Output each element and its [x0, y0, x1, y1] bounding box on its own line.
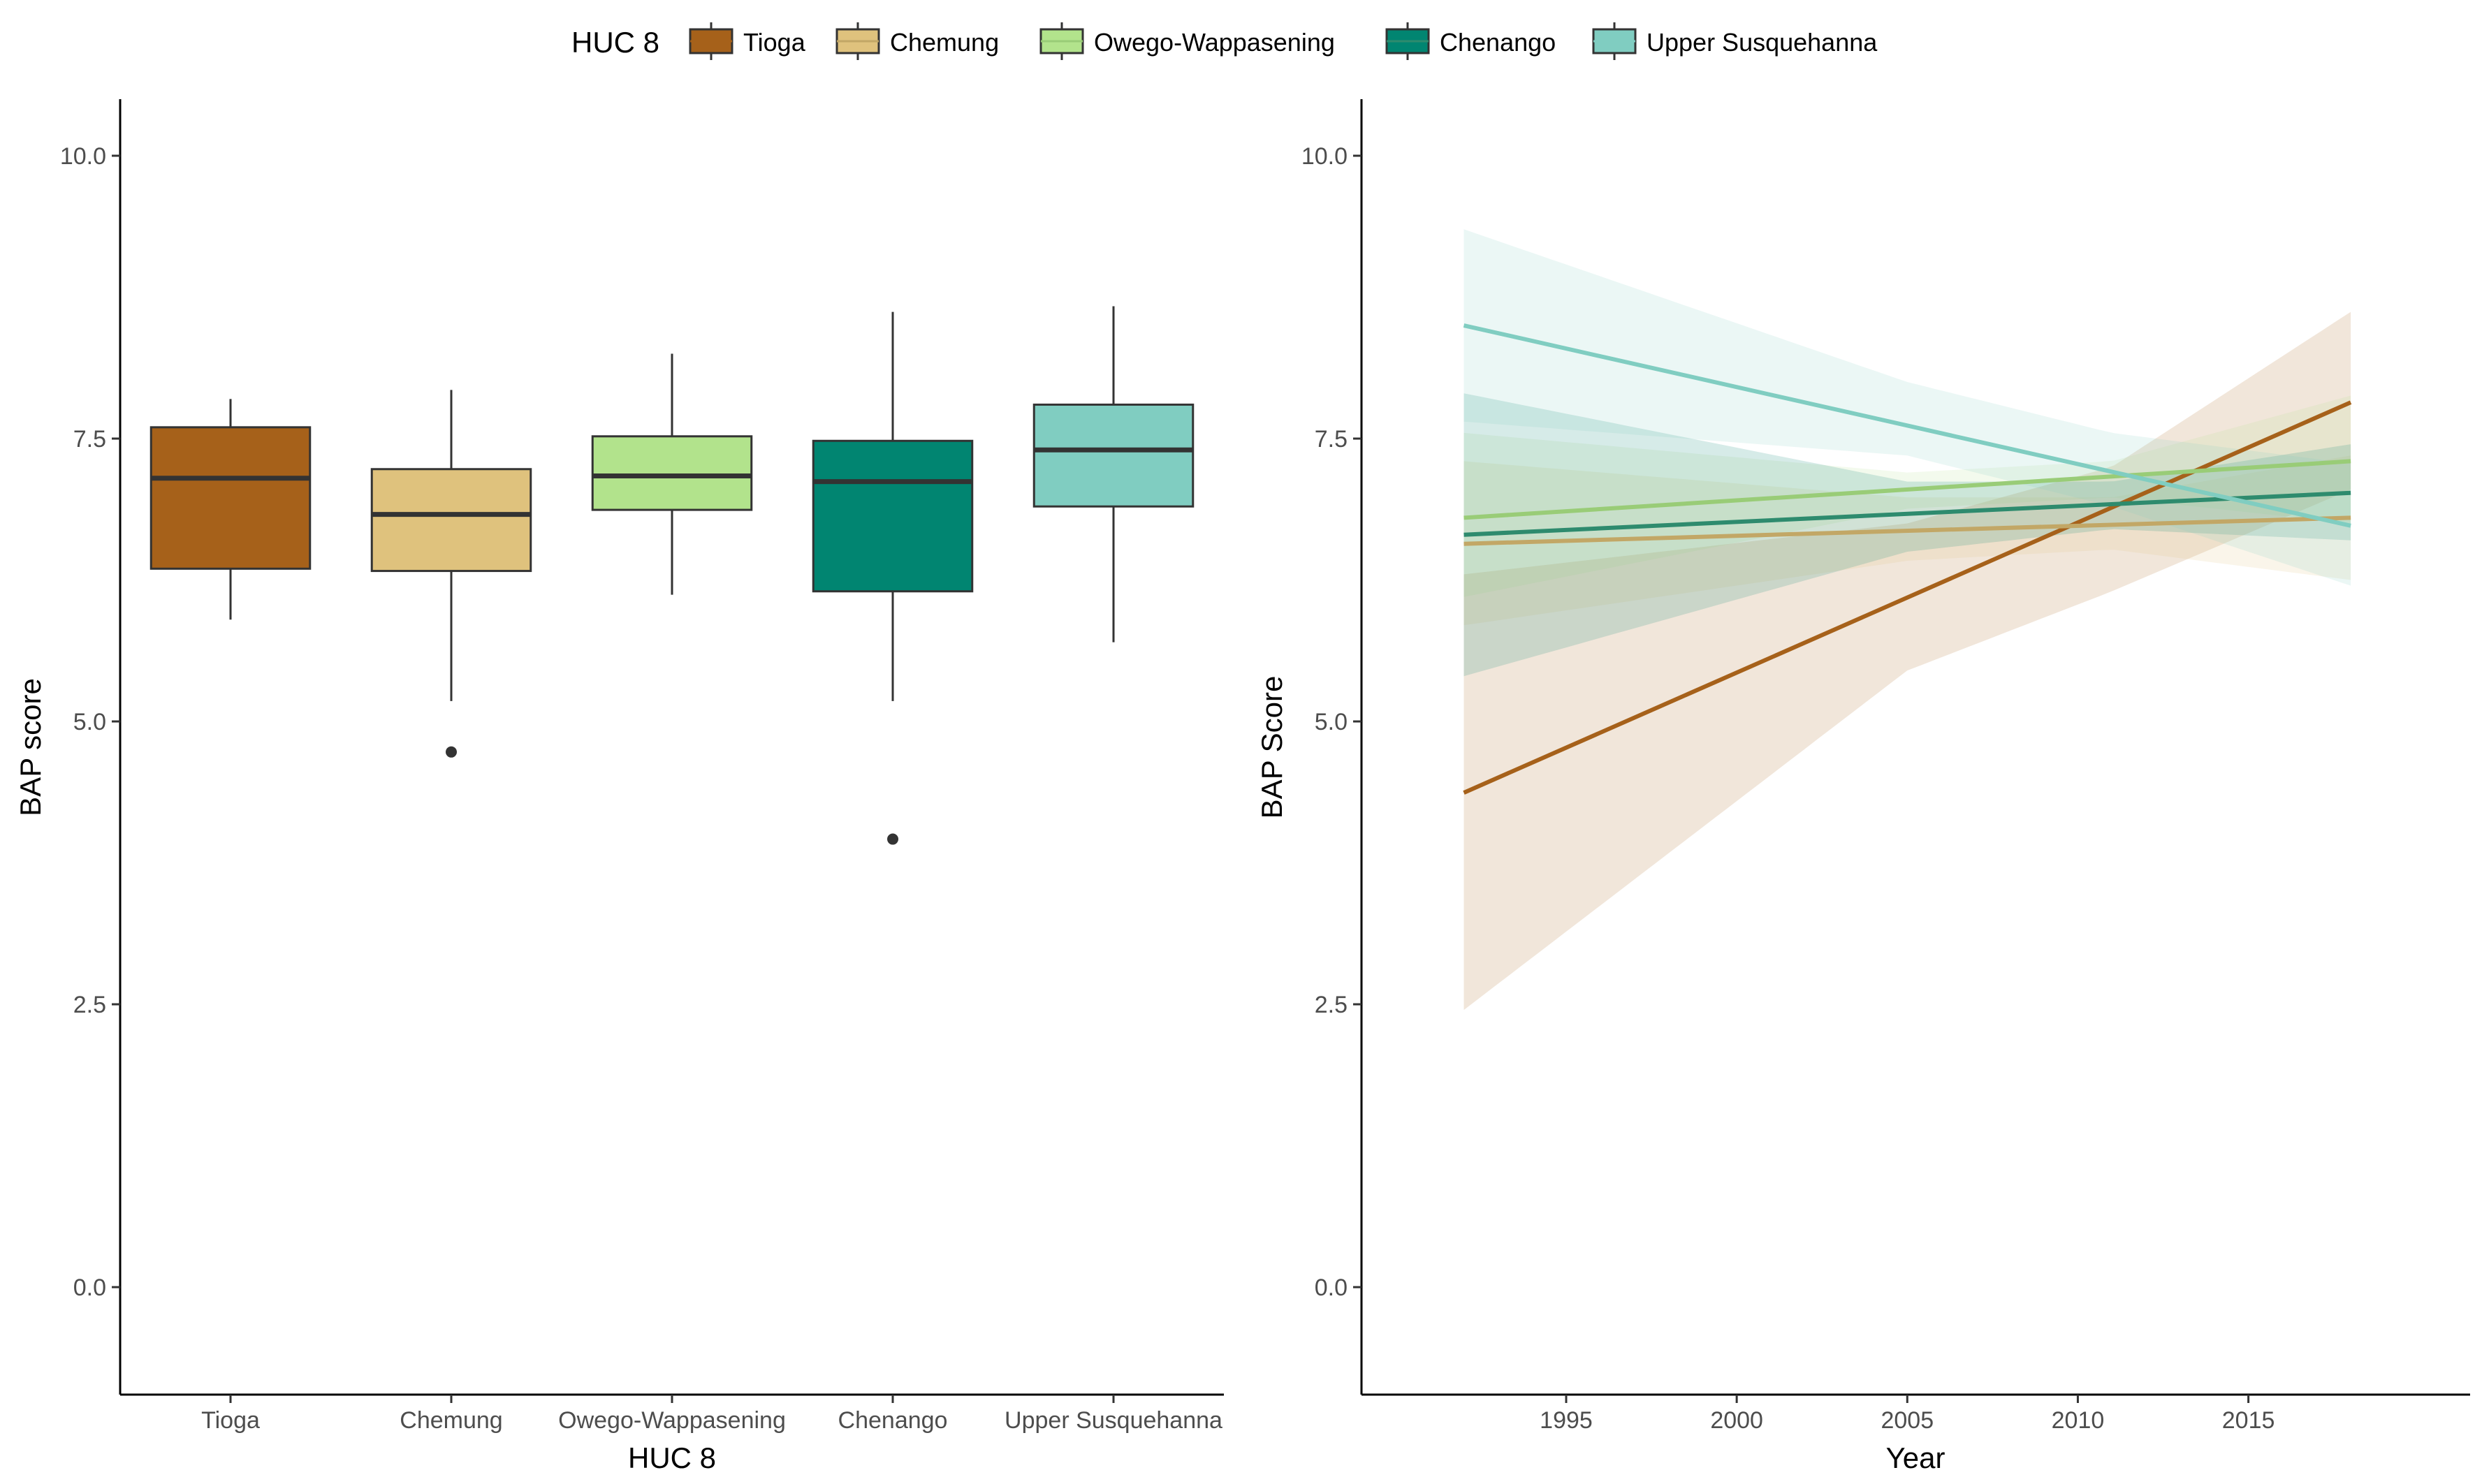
y-tick-label: 10.0	[60, 143, 106, 170]
y-tick-label: 5.0	[73, 709, 106, 735]
box-iqr	[812, 439, 974, 593]
legend-item-tioga: Tioga	[689, 22, 806, 60]
box-plot-panel: 0.0 2.5 5.0 7.5 10.0 Tioga Chemung Owego-Wappa…	[14, 99, 1224, 1474]
y-axis-ticks: 0.0 2.5 5.0 7.5 10.0	[1301, 143, 1361, 1301]
x-tick-label: Chemung	[400, 1407, 502, 1434]
legend-label: Chenango	[1440, 28, 1556, 57]
fit-line-upper-susquehanna	[1463, 323, 2351, 528]
fit-line-chemung	[1463, 515, 2351, 546]
confidence-bands	[1463, 229, 2351, 1011]
legend: HUC 8 Tioga Chemung Owego-Wappasening Chena…	[571, 22, 1878, 60]
x-tick-label: Owego-Wappasening	[558, 1407, 786, 1434]
y-axis-title: BAP Score	[1255, 676, 1288, 819]
y-tick-label: 2.5	[1315, 992, 1348, 1018]
ci-band-upper-susquehanna	[1463, 229, 2351, 586]
trend-plot-panel: 0.0 2.5 5.0 7.5 10.0 1995 2000 2005 2010 2015 Ye…	[1255, 99, 2470, 1474]
box-chemung	[370, 390, 532, 758]
box-plot-marks	[149, 306, 1195, 845]
legend-title: HUC 8	[571, 26, 659, 59]
y-tick-label: 7.5	[1315, 426, 1348, 453]
x-tick-label: 2015	[2222, 1407, 2275, 1434]
box-owego-wappasening	[591, 353, 753, 595]
x-tick-label: Tioga	[201, 1407, 260, 1434]
x-tick-label: 2005	[1881, 1407, 1934, 1434]
y-tick-label: 0.0	[1315, 1274, 1348, 1301]
legend-label: Chemung	[890, 28, 999, 57]
ci-band-chenango	[1463, 393, 2351, 677]
box-iqr	[370, 468, 532, 573]
y-tick-label: 2.5	[73, 992, 106, 1018]
x-axis-ticks: Tioga Chemung Owego-Wappasening Chenango Upp…	[201, 1395, 1222, 1434]
x-tick-label: Chenango	[838, 1407, 948, 1434]
x-axis-ticks: 1995 2000 2005 2010 2015	[1540, 1395, 2275, 1434]
legend-label: Owego-Wappasening	[1094, 28, 1335, 57]
y-tick-label: 5.0	[1315, 709, 1348, 735]
box-upper-susquehanna	[1032, 306, 1195, 642]
fit-line-owego-wappasening	[1463, 459, 2351, 520]
y-tick-label: 0.0	[73, 1274, 106, 1301]
legend-label: Upper Susquehanna	[1647, 28, 1878, 57]
legend-label: Tioga	[743, 28, 806, 57]
x-axis-title: HUC 8	[628, 1441, 716, 1474]
legend-item-chenango: Chenango	[1385, 22, 1556, 60]
y-tick-label: 7.5	[73, 426, 106, 453]
box-iqr	[149, 426, 312, 570]
fit-lines	[1463, 323, 2352, 795]
outlier-point	[887, 833, 898, 845]
x-tick-label: Upper Susquehanna	[1005, 1407, 1222, 1434]
x-axis-title: Year	[1886, 1441, 1945, 1474]
fit-line-tioga	[1463, 400, 2352, 795]
box-chenango	[812, 311, 974, 845]
y-axis-title: BAP score	[14, 678, 47, 816]
y-axis-ticks: 0.0 2.5 5.0 7.5 10.0	[60, 143, 120, 1301]
legend-item-chemung: Chemung	[835, 22, 999, 60]
x-tick-label: 2000	[1710, 1407, 1763, 1434]
legend-items: Tioga Chemung Owego-Wappasening Chenango Upp…	[689, 22, 1878, 60]
ci-band-owego-wappasening	[1463, 395, 2351, 597]
box-iqr	[591, 435, 753, 511]
x-tick-label: 1995	[1540, 1407, 1593, 1434]
ci-band-tioga	[1463, 311, 2351, 1011]
box-iqr	[1032, 403, 1195, 508]
legend-item-upper-susquehanna: Upper Susquehanna	[1592, 22, 1878, 60]
y-tick-label: 10.0	[1301, 143, 1348, 170]
x-tick-label: 2010	[2052, 1407, 2105, 1434]
box-tioga	[149, 399, 312, 620]
outlier-point	[446, 746, 457, 758]
fit-line-chenango	[1463, 490, 2351, 537]
legend-item-owego-wappasening: Owego-Wappasening	[1039, 22, 1335, 60]
